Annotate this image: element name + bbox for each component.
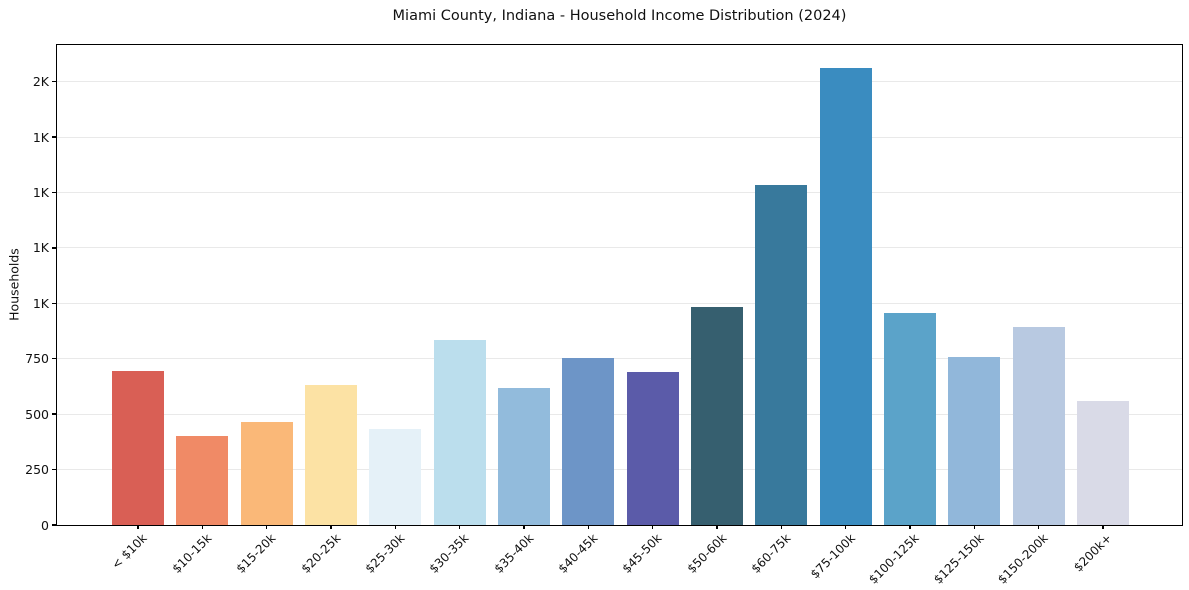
y-tick-label: 1K (32, 129, 49, 145)
y-tick-label: 750 (25, 351, 49, 367)
bar-$20-25k (304, 384, 357, 525)
x-tick-mark (201, 525, 203, 529)
x-tick-label-$60-75k: $60-75k (748, 531, 794, 576)
gridline (57, 413, 1182, 415)
bar-$100-125k (883, 313, 936, 525)
gridline (57, 469, 1182, 471)
y-tick-label: 0 (41, 517, 49, 533)
y-tick-mark (52, 302, 57, 304)
x-tick-mark (137, 525, 139, 529)
y-tick-mark (52, 468, 57, 471)
x-tick-label-$30-35k: $30-35k (426, 531, 472, 576)
x-tick-mark (330, 525, 332, 529)
gridline (57, 247, 1182, 249)
bar-$10-15k (176, 436, 229, 525)
x-tick-label-$125-150k: $125-150k (930, 531, 987, 587)
x-tick-mark (909, 525, 911, 529)
gridline (57, 136, 1182, 138)
bar-< $10k (112, 370, 164, 525)
gridline (57, 81, 1182, 83)
x-tick-mark (1037, 525, 1040, 529)
bar-$150-200k (1012, 326, 1065, 525)
y-tick-mark (52, 80, 57, 83)
y-tick-mark (52, 247, 57, 249)
x-tick-mark (651, 525, 654, 529)
bar-$40-45k (562, 358, 615, 525)
chart-title: Miami County, Indiana - Household Income… (392, 8, 847, 24)
y-tick-label: 1K (32, 295, 49, 311)
bar-$25-30k (369, 429, 422, 525)
bar-$15-20k (240, 422, 293, 525)
x-tick-label-$200k+: $200k+ (1071, 531, 1115, 575)
x-tick-label-$45-50k: $45-50k (619, 531, 665, 576)
x-tick-mark (266, 525, 268, 529)
y-tick-mark (52, 191, 57, 194)
x-tick-mark (973, 525, 975, 529)
x-tick-mark (587, 525, 589, 529)
plot-area (56, 44, 1183, 526)
y-tick-mark (52, 413, 57, 415)
x-tick-mark (523, 525, 525, 529)
x-tick-label-$15-20k: $15-20k (233, 531, 279, 576)
x-tick-label-$10-15k: $10-15k (169, 531, 215, 576)
x-tick-label-$100-125k: $100-125k (866, 531, 922, 587)
x-tick-label-$50-60k: $50-60k (684, 531, 729, 576)
y-tick-label: 1K (32, 184, 49, 200)
bar-$60-75k (755, 184, 808, 525)
y-tick-label: 250 (25, 462, 49, 478)
y-tick-mark (52, 358, 57, 360)
x-tick-mark (780, 525, 782, 529)
x-tick-label-$35-40k: $35-40k (491, 531, 536, 576)
gridline (57, 191, 1182, 193)
y-tick-label: 2K (32, 74, 49, 90)
y-tick-mark (52, 136, 57, 138)
x-tick-mark (394, 525, 396, 529)
x-tick-label-$20-25k: $20-25k (298, 531, 343, 576)
x-tick-label-$25-30k: $25-30k (362, 531, 408, 576)
bar-$35-40k (497, 387, 550, 525)
gridline (57, 358, 1182, 360)
x-tick-label-$40-45k: $40-45k (555, 531, 601, 576)
bar-$200k+ (1076, 400, 1129, 525)
bar-$45-50k (626, 372, 679, 525)
y-tick-mark (52, 524, 57, 526)
x-tick-mark (459, 525, 461, 529)
bar-$125-150k (948, 356, 1001, 525)
x-tick-mark (1102, 525, 1104, 529)
gridline (57, 302, 1182, 304)
x-tick-label-$75-100k: $75-100k (807, 531, 858, 582)
x-tick-mark (844, 525, 847, 529)
bar-$75-100k (819, 68, 872, 525)
x-tick-mark (716, 525, 718, 529)
y-tick-label: 1K (32, 240, 49, 256)
bar-$50-60k (690, 306, 743, 525)
x-tick-label-$150-200k: $150-200k (994, 531, 1051, 587)
bar-$30-35k (433, 339, 486, 525)
y-tick-label: 500 (25, 406, 49, 422)
x-tick-label-< $10k: < $10k (109, 531, 150, 572)
